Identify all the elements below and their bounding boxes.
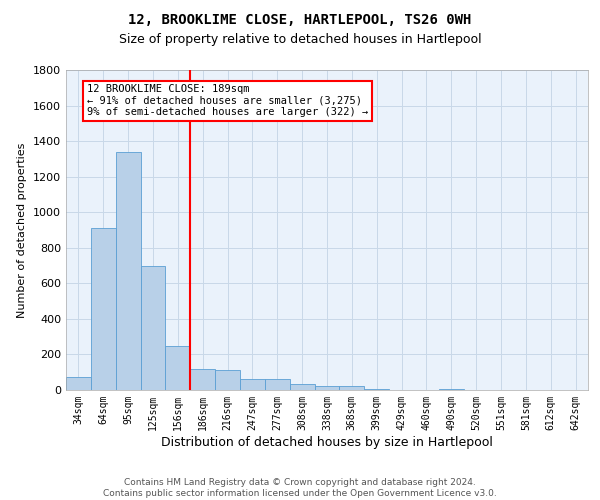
Bar — [340, 386, 364, 390]
Bar — [290, 384, 314, 390]
Bar — [91, 228, 116, 390]
Bar — [314, 386, 340, 390]
Bar — [364, 389, 389, 390]
Bar — [116, 152, 140, 390]
Bar — [66, 376, 91, 390]
Bar — [240, 380, 265, 390]
Bar — [265, 380, 290, 390]
Bar — [140, 266, 166, 390]
Bar — [190, 368, 215, 390]
Text: 12 BROOKLIME CLOSE: 189sqm
← 91% of detached houses are smaller (3,275)
9% of se: 12 BROOKLIME CLOSE: 189sqm ← 91% of deta… — [87, 84, 368, 117]
Text: Size of property relative to detached houses in Hartlepool: Size of property relative to detached ho… — [119, 32, 481, 46]
Bar — [439, 389, 464, 390]
Y-axis label: Number of detached properties: Number of detached properties — [17, 142, 28, 318]
Text: Contains HM Land Registry data © Crown copyright and database right 2024.
Contai: Contains HM Land Registry data © Crown c… — [103, 478, 497, 498]
Text: 12, BROOKLIME CLOSE, HARTLEPOOL, TS26 0WH: 12, BROOKLIME CLOSE, HARTLEPOOL, TS26 0W… — [128, 12, 472, 26]
Bar — [215, 370, 240, 390]
Bar — [166, 346, 190, 390]
X-axis label: Distribution of detached houses by size in Hartlepool: Distribution of detached houses by size … — [161, 436, 493, 448]
